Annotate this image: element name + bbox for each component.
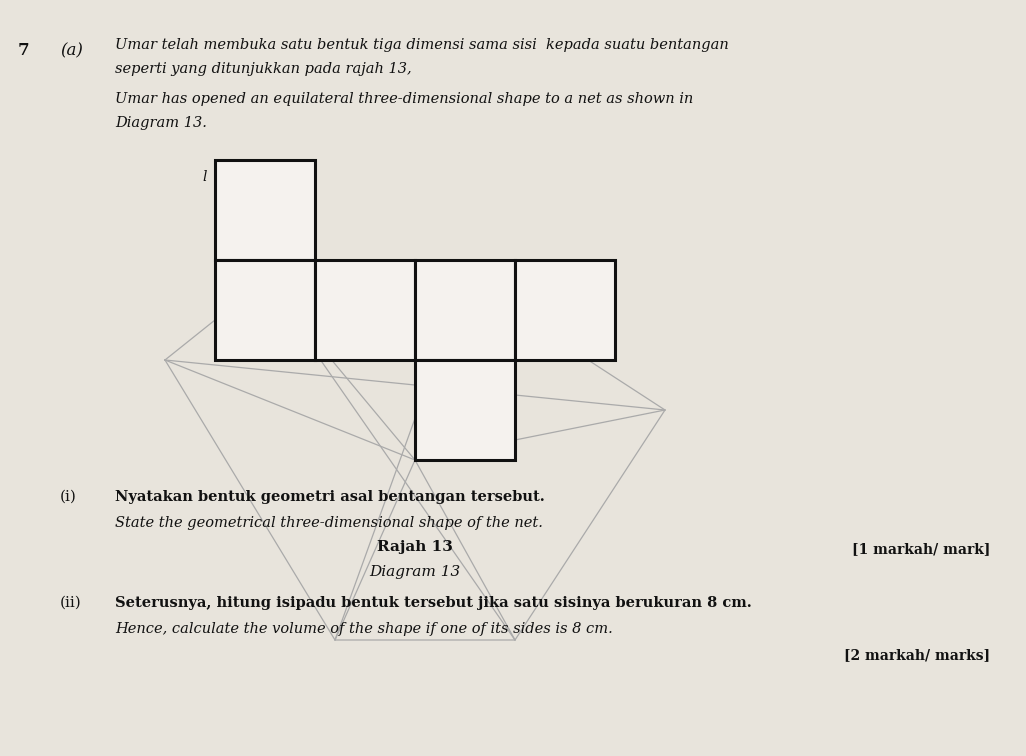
Text: [1 markah/ mark]: [1 markah/ mark]	[852, 542, 990, 556]
Text: [2 markah/ marks]: [2 markah/ marks]	[843, 648, 990, 662]
Text: (i): (i)	[60, 490, 77, 504]
Text: (a): (a)	[60, 42, 83, 59]
Bar	[215, 260, 315, 360]
Text: Umar telah membuka satu bentuk tiga dimensi sama sisi  kepada suatu bentangan: Umar telah membuka satu bentuk tiga dime…	[115, 38, 728, 52]
Text: seperti yang ditunjukkan pada rajah 13,: seperti yang ditunjukkan pada rajah 13,	[115, 62, 411, 76]
Text: Hence, calculate the volume of the shape if one of its sides is 8 cm.: Hence, calculate the volume of the shape…	[115, 622, 613, 636]
Text: Rajah 13: Rajah 13	[378, 540, 452, 554]
Text: l: l	[202, 170, 207, 184]
Text: Diagram 13: Diagram 13	[369, 565, 461, 579]
Text: Seterusnya, hitung isipadu bentuk tersebut jika satu sisinya berukuran 8 cm.: Seterusnya, hitung isipadu bentuk terseb…	[115, 596, 752, 610]
Text: Umar has opened an equilateral three-dimensional shape to a net as shown in: Umar has opened an equilateral three-dim…	[115, 92, 694, 106]
Bar	[415, 360, 515, 460]
Text: Diagram 13.: Diagram 13.	[115, 116, 207, 130]
Text: (ii): (ii)	[60, 596, 82, 610]
Bar	[215, 160, 315, 260]
Bar	[415, 260, 515, 360]
Text: State the geometrical three-dimensional shape of the net.: State the geometrical three-dimensional …	[115, 516, 543, 530]
Text: Nyatakan bentuk geometri asal bentangan tersebut.: Nyatakan bentuk geometri asal bentangan …	[115, 490, 545, 504]
Bar	[515, 260, 615, 360]
Text: 7: 7	[18, 42, 30, 59]
Bar	[315, 260, 415, 360]
